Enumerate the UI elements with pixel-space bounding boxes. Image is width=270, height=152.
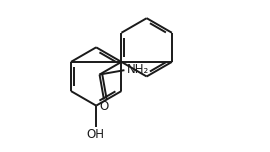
Text: O: O	[99, 100, 109, 113]
Text: NH₂: NH₂	[127, 63, 149, 76]
Text: OH: OH	[86, 128, 104, 141]
